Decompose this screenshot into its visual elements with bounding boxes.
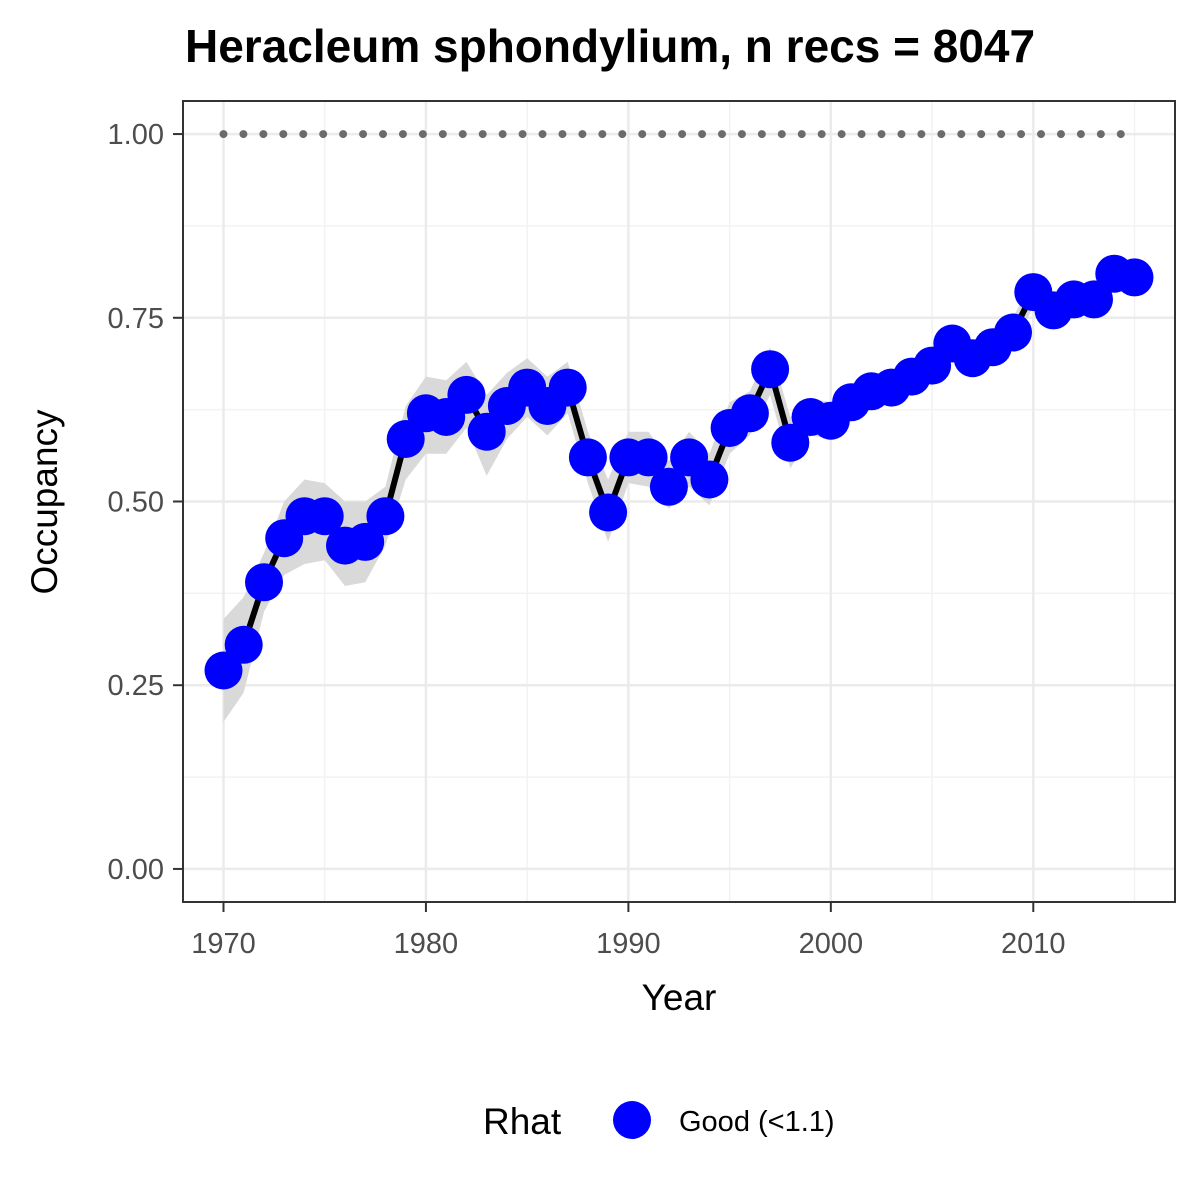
- x-tick-label: 2000: [799, 928, 864, 960]
- data-points: [204, 254, 1154, 690]
- y-tick-label: 0.50: [108, 487, 164, 519]
- legend: Rhat Good (<1.1): [483, 1101, 835, 1142]
- legend-title: Rhat: [483, 1101, 562, 1142]
- data-point-1979: [386, 420, 425, 458]
- data-point-1998: [771, 423, 810, 462]
- x-tick-label: 1990: [596, 928, 661, 960]
- x-tick-label: 1980: [394, 928, 459, 960]
- data-point-2013: [1075, 280, 1113, 319]
- data-point-1997: [751, 350, 790, 389]
- data-point-1992: [649, 467, 688, 506]
- y-tick-label: 0.00: [108, 854, 164, 886]
- data-point-1988: [568, 438, 607, 477]
- data-point-1971: [224, 625, 263, 664]
- data-point-1991: [629, 438, 668, 477]
- legend-label-good: Good (<1.1): [679, 1106, 835, 1138]
- data-point-1975: [305, 497, 344, 536]
- data-point-1978: [366, 497, 405, 536]
- data-point-1977: [346, 522, 385, 561]
- chart-title: Heracleum sphondylium, n recs = 8047: [185, 20, 1035, 72]
- data-point-2015: [1115, 258, 1154, 297]
- data-point-1982: [447, 375, 486, 414]
- x-tick-label: 1970: [191, 928, 256, 960]
- x-axis-title: Year: [642, 977, 717, 1018]
- data-point-1983: [467, 412, 506, 451]
- data-point-1989: [589, 493, 628, 532]
- x-axis-ticks: 1970 1980 1990 2000 2010: [191, 902, 1066, 960]
- data-point-2009: [994, 313, 1032, 352]
- data-point-1972: [245, 563, 283, 602]
- y-axis-ticks: 0.00 0.25 0.50 0.75 1.00: [108, 119, 183, 886]
- y-tick-label: 1.00: [108, 119, 164, 151]
- data-point-1994: [690, 460, 729, 499]
- x-tick-label: 2010: [1001, 928, 1066, 960]
- data-point-1996: [730, 394, 769, 433]
- y-axis-title: Occupancy: [24, 409, 65, 595]
- y-tick-label: 0.25: [108, 670, 164, 702]
- y-tick-label: 0.75: [108, 303, 164, 335]
- data-point-1987: [548, 368, 587, 407]
- legend-key-good: [613, 1101, 651, 1139]
- data-point-1970: [204, 651, 243, 690]
